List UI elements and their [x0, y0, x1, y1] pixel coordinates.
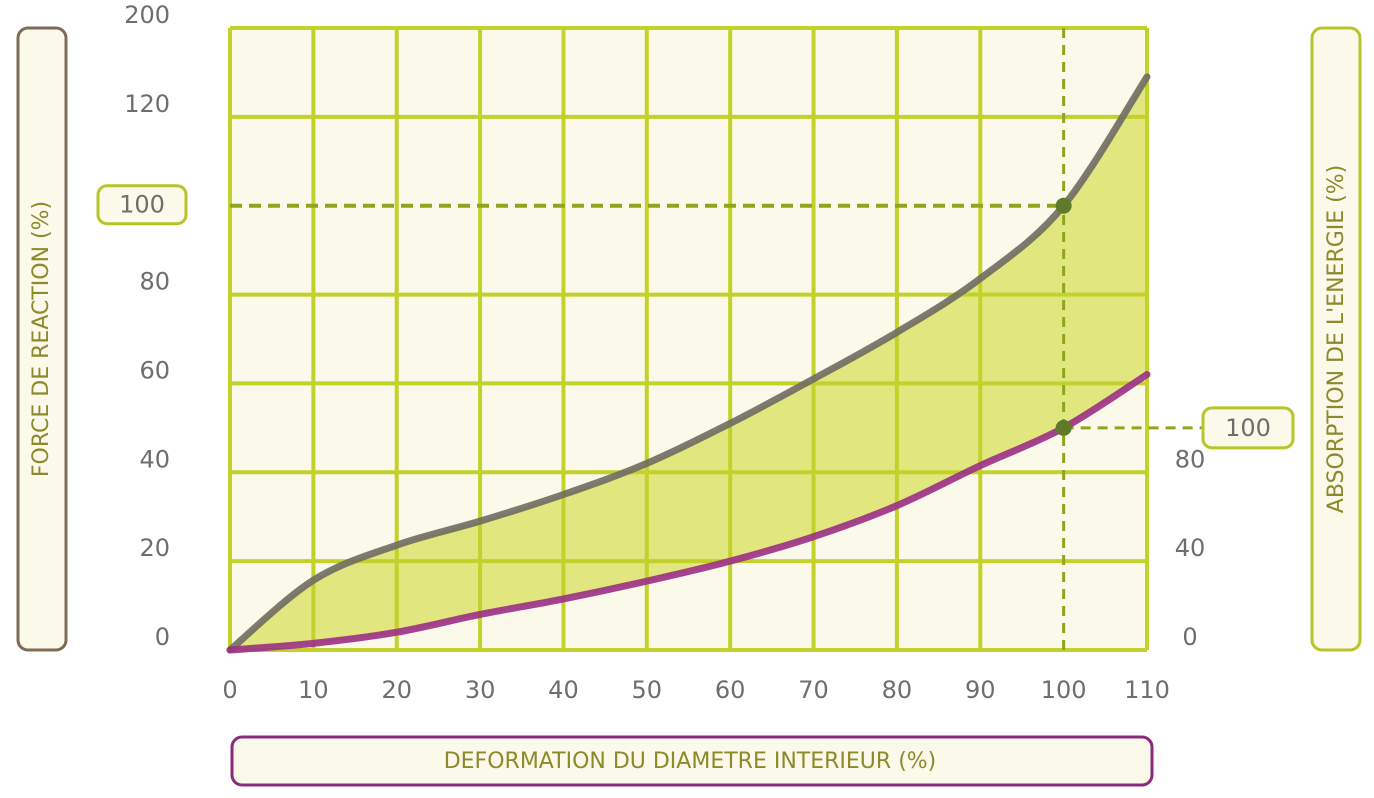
- y-tick-label: 0: [155, 623, 170, 651]
- y-tick-label: 200: [124, 1, 170, 29]
- reference-label: 100: [119, 191, 165, 219]
- y2-tick-label: 40: [1175, 534, 1206, 562]
- y-tick-label: 60: [139, 356, 170, 384]
- y2-tick-label: 80: [1175, 445, 1206, 473]
- y-tick-label: 80: [139, 268, 170, 296]
- y2-axis-title: ABSORPTION DE L'ENERGIE (%): [1324, 165, 1349, 513]
- x-tick-label: 80: [882, 676, 913, 704]
- fill-between: [230, 76, 1147, 650]
- line-series: [226, 371, 1151, 654]
- reference-point: [1055, 197, 1072, 214]
- y2-tick-label: 0: [1182, 623, 1197, 651]
- x-tick-label: 50: [632, 676, 663, 704]
- reference-label-box: [1201, 406, 1295, 450]
- reference-point: [1055, 419, 1072, 436]
- x-tick-label: 110: [1124, 676, 1170, 704]
- y-tick-label: 40: [139, 445, 170, 473]
- x-tick-label: 20: [381, 676, 412, 704]
- line-series: [226, 73, 1151, 654]
- x-tick-label: 100: [1041, 676, 1087, 704]
- x-tick-label: 60: [715, 676, 746, 704]
- reference-label: 100: [1225, 414, 1271, 442]
- x-tick-label: 10: [298, 676, 329, 704]
- x-axis-title: DEFORMATION DU DIAMETRE INTERIEUR (%): [444, 749, 937, 774]
- x-tick-label: 90: [965, 676, 996, 704]
- x-tick-label: 70: [798, 676, 829, 704]
- x-tick-label: 30: [465, 676, 496, 704]
- x-tick-label: 40: [548, 676, 579, 704]
- y-axis-title-box: [16, 26, 68, 652]
- y-tick-label: 20: [139, 534, 170, 562]
- reference-label-box: [96, 184, 188, 226]
- x-tick-label: 0: [222, 676, 237, 704]
- x-axis-title-box: [230, 735, 1154, 787]
- y-axis-title: FORCE DE REACTION (%): [29, 201, 54, 477]
- y-tick-label: 120: [124, 90, 170, 118]
- y2-axis-title-box: [1310, 26, 1362, 652]
